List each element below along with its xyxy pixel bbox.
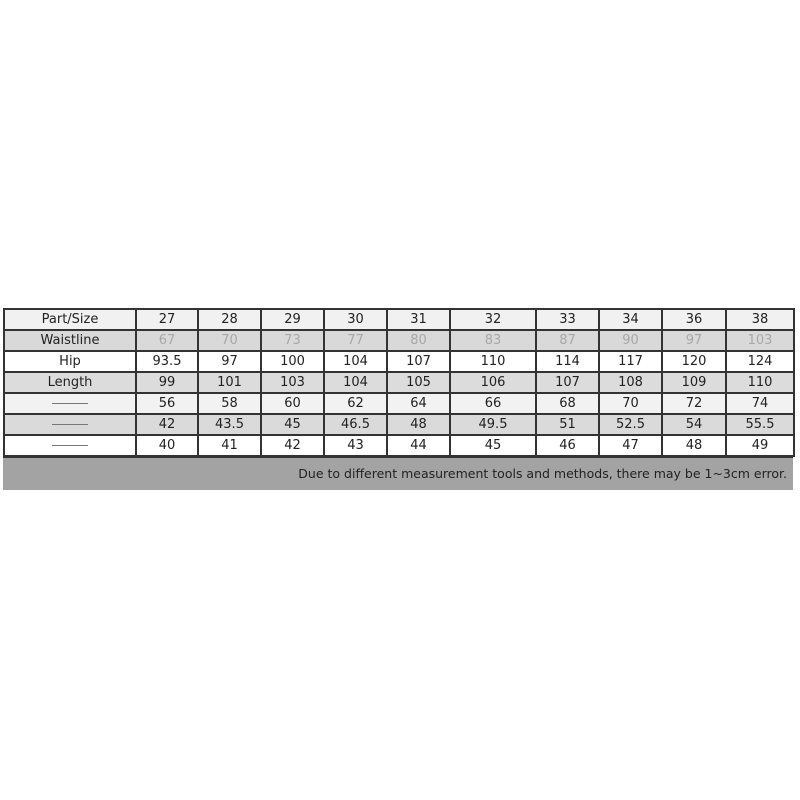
size-cell: 36 bbox=[661, 308, 727, 331]
label-line bbox=[52, 424, 88, 425]
size-table: Part/Size 27 28 29 30 31 32 33 34 36 38 Waistline 67… bbox=[3, 308, 795, 457]
value-cell: 100 bbox=[260, 350, 325, 373]
value-cell: 45 bbox=[449, 434, 537, 457]
size-cell: 33 bbox=[535, 308, 600, 331]
value-cell: 80 bbox=[386, 329, 451, 352]
value-cell: 54 bbox=[661, 413, 727, 436]
value-cell: 73 bbox=[260, 329, 325, 352]
row-label: Hip bbox=[3, 350, 137, 373]
value-cell: 104 bbox=[323, 350, 388, 373]
value-cell: 107 bbox=[535, 371, 600, 394]
value-cell: 110 bbox=[725, 371, 795, 394]
size-cell: 31 bbox=[386, 308, 451, 331]
value-cell: 52.5 bbox=[598, 413, 663, 436]
size-cell: 32 bbox=[449, 308, 537, 331]
value-cell: 46 bbox=[535, 434, 600, 457]
value-cell: 68 bbox=[535, 392, 600, 415]
table-row: 56 58 60 62 64 66 68 70 72 74 bbox=[3, 392, 795, 415]
value-cell: 46.5 bbox=[323, 413, 388, 436]
value-cell: 58 bbox=[197, 392, 262, 415]
note: Due to different measurement tools and m… bbox=[3, 457, 793, 490]
value-cell: 70 bbox=[197, 329, 262, 352]
size-chart: Part/Size 27 28 29 30 31 32 33 34 36 38 Waistline 67… bbox=[3, 308, 795, 490]
size-cell: 27 bbox=[135, 308, 199, 331]
value-cell: 66 bbox=[449, 392, 537, 415]
header-label: Part/Size bbox=[3, 308, 137, 331]
table-row: 40 41 42 43 44 45 46 47 48 49 bbox=[3, 434, 795, 457]
value-cell: 48 bbox=[386, 413, 451, 436]
value-cell: 108 bbox=[598, 371, 663, 394]
value-cell: 105 bbox=[386, 371, 451, 394]
table-row: 42 43.5 45 46.5 48 49.5 51 52.5 54 55.5 bbox=[3, 413, 795, 436]
size-cell: 34 bbox=[598, 308, 663, 331]
value-cell: 109 bbox=[661, 371, 727, 394]
value-cell: 74 bbox=[725, 392, 795, 415]
value-cell: 43 bbox=[323, 434, 388, 457]
value-cell: 114 bbox=[535, 350, 600, 373]
value-cell: 106 bbox=[449, 371, 537, 394]
value-cell: 48 bbox=[661, 434, 727, 457]
value-cell: 97 bbox=[661, 329, 727, 352]
value-cell: 103 bbox=[725, 329, 795, 352]
value-cell: 103 bbox=[260, 371, 325, 394]
value-cell: 124 bbox=[725, 350, 795, 373]
value-cell: 41 bbox=[197, 434, 262, 457]
header-row: Part/Size 27 28 29 30 31 32 33 34 36 38 bbox=[3, 308, 795, 331]
value-cell: 43.5 bbox=[197, 413, 262, 436]
row-label: Length bbox=[3, 371, 137, 394]
value-cell: 44 bbox=[386, 434, 451, 457]
value-cell: 49.5 bbox=[449, 413, 537, 436]
value-cell: 107 bbox=[386, 350, 451, 373]
value-cell: 60 bbox=[260, 392, 325, 415]
value-cell: 70 bbox=[598, 392, 663, 415]
size-cell: 28 bbox=[197, 308, 262, 331]
value-cell: 42 bbox=[260, 434, 325, 457]
value-cell: 120 bbox=[661, 350, 727, 373]
value-cell: 40 bbox=[135, 434, 199, 457]
value-cell: 42 bbox=[135, 413, 199, 436]
value-cell: 77 bbox=[323, 329, 388, 352]
value-cell: 104 bbox=[323, 371, 388, 394]
value-cell: 45 bbox=[260, 413, 325, 436]
value-cell: 49 bbox=[725, 434, 795, 457]
size-cell: 38 bbox=[725, 308, 795, 331]
value-cell: 64 bbox=[386, 392, 451, 415]
value-cell: 72 bbox=[661, 392, 727, 415]
value-cell: 99 bbox=[135, 371, 199, 394]
value-cell: 56 bbox=[135, 392, 199, 415]
value-cell: 67 bbox=[135, 329, 199, 352]
value-cell: 87 bbox=[535, 329, 600, 352]
size-cell: 30 bbox=[323, 308, 388, 331]
label-line bbox=[52, 403, 88, 404]
value-cell: 62 bbox=[323, 392, 388, 415]
value-cell: 47 bbox=[598, 434, 663, 457]
value-cell: 97 bbox=[197, 350, 262, 373]
value-cell: 83 bbox=[449, 329, 537, 352]
row-label bbox=[3, 392, 137, 415]
value-cell: 93.5 bbox=[135, 350, 199, 373]
value-cell: 110 bbox=[449, 350, 537, 373]
value-cell: 101 bbox=[197, 371, 262, 394]
row-label: Waistline bbox=[3, 329, 137, 352]
value-cell: 90 bbox=[598, 329, 663, 352]
row-label bbox=[3, 434, 137, 457]
size-cell: 29 bbox=[260, 308, 325, 331]
table-row: Hip 93.5 97 100 104 107 110 114 117 120 124 bbox=[3, 350, 795, 373]
row-label bbox=[3, 413, 137, 436]
value-cell: 51 bbox=[535, 413, 600, 436]
label-line bbox=[52, 445, 88, 446]
table-row: Waistline 67 70 73 77 80 83 87 90 97 103 bbox=[3, 329, 795, 352]
value-cell: 117 bbox=[598, 350, 663, 373]
table-row: Length 99 101 103 104 105 106 107 108 109 110 bbox=[3, 371, 795, 394]
value-cell: 55.5 bbox=[725, 413, 795, 436]
